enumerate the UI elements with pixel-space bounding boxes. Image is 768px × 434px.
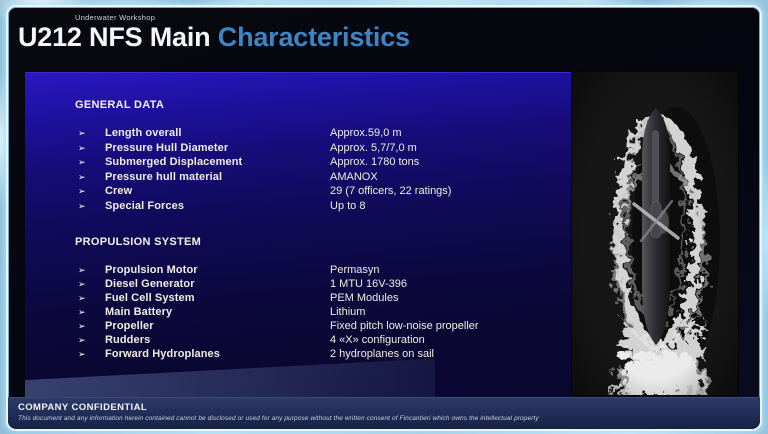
spec-value: 2 hydroplanes on sail (330, 348, 434, 360)
spec-value: Approx.59,0 m (330, 127, 402, 139)
section-title-general-data: GENERAL DATA (75, 99, 165, 111)
spec-row: ➢ Submerged Displacement Approx. 1780 to… (78, 155, 451, 170)
workshop-label: Underwater Workshop (75, 13, 156, 22)
disclaimer-text: This document and any information herein… (18, 415, 539, 422)
arrow-bullet-icon: ➢ (78, 293, 86, 303)
spec-value: 1 MTU 16V-396 (330, 278, 408, 290)
arrow-bullet-icon: ➢ (78, 200, 86, 211)
spec-row: ➢ Main Battery Lithium (78, 305, 479, 319)
spec-row: ➢ Pressure hull material AMANOX (78, 170, 451, 185)
spec-row: ➢ Propulsion Motor Permasyn (78, 263, 479, 277)
section-title-propulsion-system: PROPULSION SYSTEM (75, 236, 202, 248)
arrow-bullet-icon: ➢ (78, 142, 86, 153)
spec-label: Submerged Displacement (105, 156, 243, 168)
arrow-bullet-icon: ➢ (78, 128, 86, 138)
arrow-bullet-icon: ➢ (78, 171, 86, 182)
general-data-list: ➢ Length overall Approx.59,0 m ➢ Pressur… (78, 126, 451, 213)
spec-label: Main Battery (105, 306, 173, 318)
slide: Underwater Workshop U212 NFS Main Charac… (6, 5, 762, 431)
spec-row: ➢ Rudders 4 «X» configuration (78, 333, 479, 347)
arrow-bullet-icon: ➢ (78, 265, 86, 275)
spec-label: Fuel Cell System (105, 292, 195, 304)
arrow-bullet-icon: ➢ (78, 279, 86, 289)
title-main: U212 NFS Main (18, 22, 218, 52)
spec-value: Approx. 1780 tons (330, 156, 420, 168)
spec-label: Forward Hydroplanes (105, 348, 220, 360)
classification-label: COMPANY CONFIDENTIAL (18, 402, 148, 413)
spec-value: Lithium (330, 306, 366, 318)
arrow-bullet-icon: ➢ (78, 186, 86, 196)
spec-row: ➢ Length overall Approx.59,0 m (78, 126, 451, 141)
arrow-bullet-icon: ➢ (78, 335, 86, 345)
spec-label: Diesel Generator (105, 278, 195, 290)
title-accent: Characteristics (217, 22, 410, 52)
spec-label: Special Forces (105, 199, 185, 212)
spec-label: Crew (105, 185, 133, 197)
page-title: U212 NFS Main Characteristics (18, 22, 410, 53)
spec-row: ➢ Special Forces Up to 8 (78, 199, 451, 214)
spec-value: 29 (7 officers, 22 ratings) (330, 185, 452, 197)
submarine-image (572, 72, 738, 395)
spec-row: ➢ Fuel Cell System PEM Modules (78, 291, 479, 305)
spec-label: Pressure hull material (105, 170, 223, 183)
spec-row: ➢ Forward Hydroplanes 2 hydroplanes on s… (78, 347, 479, 361)
spec-value: Permasyn (330, 264, 380, 276)
propulsion-system-list: ➢ Propulsion Motor Permasyn ➢ Diesel Gen… (78, 263, 479, 361)
spec-value: 4 «X» configuration (330, 334, 425, 346)
arrow-bullet-icon: ➢ (78, 321, 86, 331)
spec-row: ➢ Crew 29 (7 officers, 22 ratings) (78, 184, 451, 199)
spec-label: Pressure Hull Diameter (105, 141, 229, 154)
spec-row: ➢ Diesel Generator 1 MTU 16V-396 (78, 277, 479, 291)
spec-value: Approx. 5,7/7,0 m (330, 141, 417, 154)
content-panel (25, 72, 571, 400)
arrow-bullet-icon: ➢ (78, 307, 86, 317)
spec-row: ➢ Propeller Fixed pitch low-noise propel… (78, 319, 479, 333)
footer-bar: COMPANY CONFIDENTIAL This document and a… (8, 397, 760, 429)
spec-value: AMANOX (330, 170, 378, 183)
spec-label: Rudders (105, 334, 151, 346)
spec-label: Propeller (105, 320, 154, 332)
arrow-bullet-icon: ➢ (78, 157, 86, 167)
spec-value: Fixed pitch low-noise propeller (330, 320, 479, 332)
spec-label: Propulsion Motor (105, 264, 198, 276)
spec-value: PEM Modules (330, 292, 399, 304)
spec-row: ➢ Pressure Hull Diameter Approx. 5,7/7,0… (78, 141, 451, 156)
spec-label: Length overall (105, 127, 182, 139)
spec-value: Up to 8 (330, 199, 366, 212)
arrow-bullet-icon: ➢ (78, 349, 86, 359)
